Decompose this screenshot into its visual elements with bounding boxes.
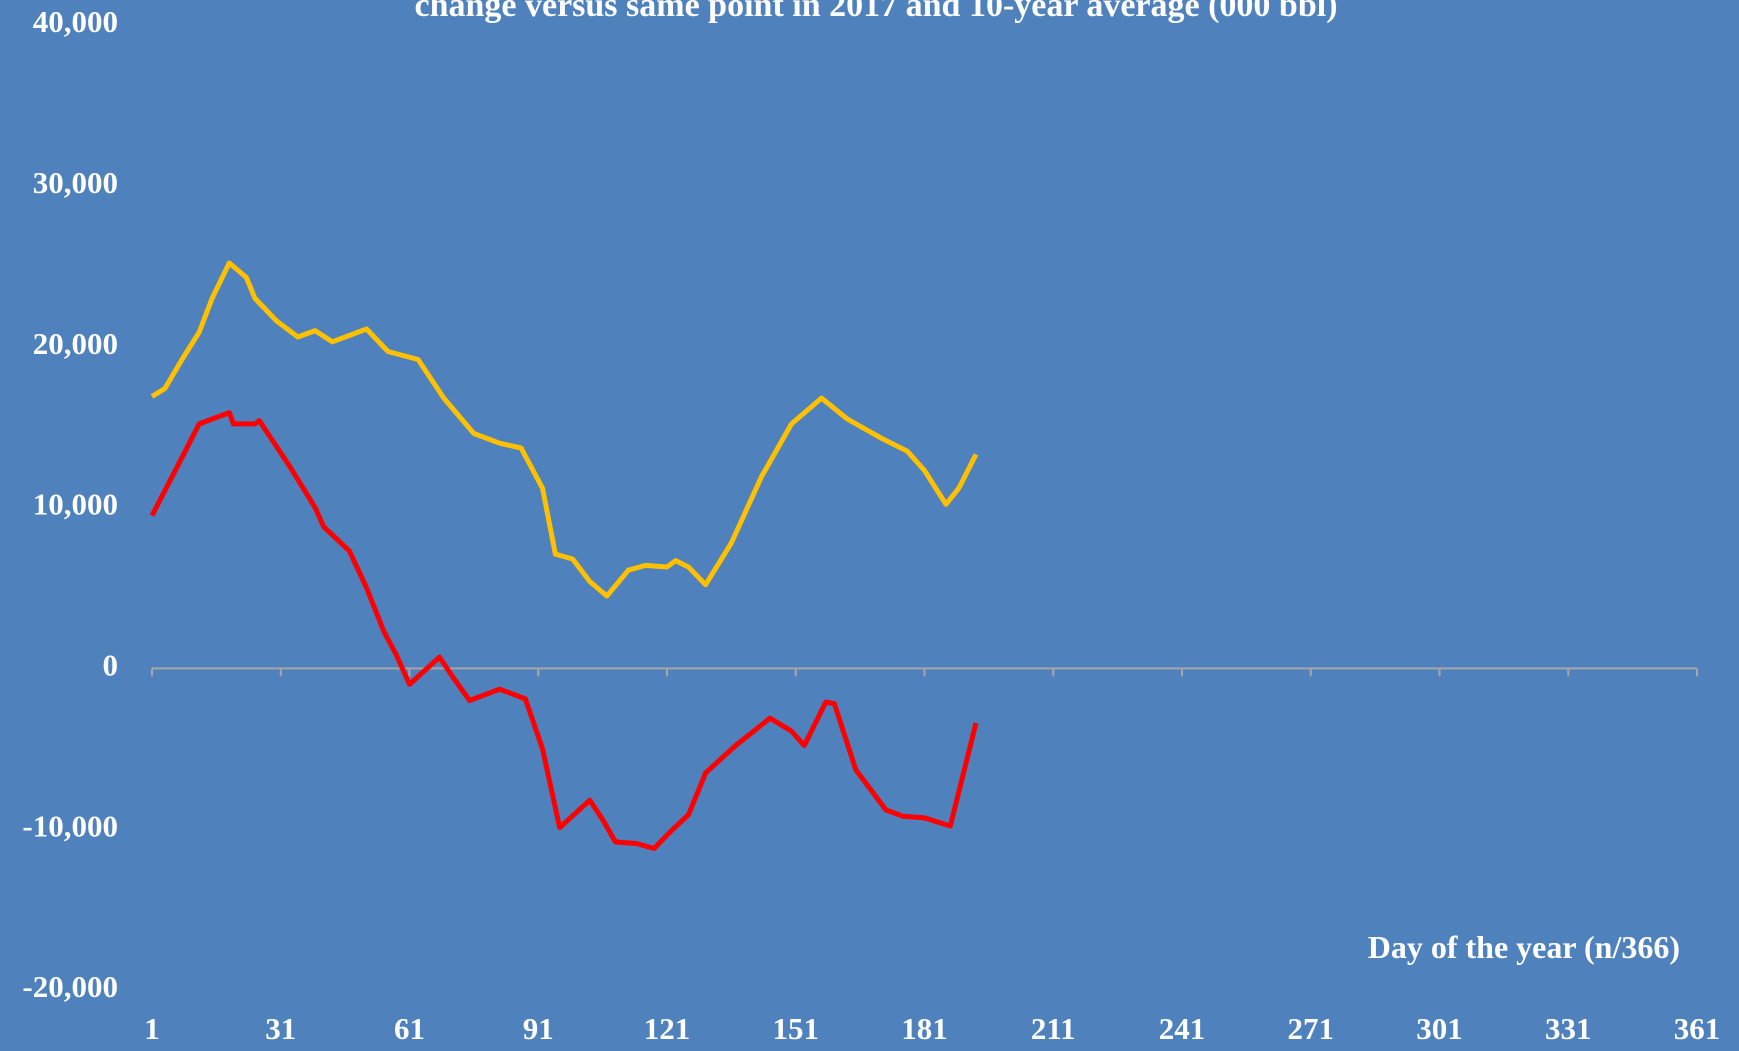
x-tick-label: 121 bbox=[644, 1011, 691, 1046]
x-tick-label: 181 bbox=[901, 1011, 948, 1046]
x-tick-label: 361 bbox=[1674, 1011, 1721, 1046]
y-tick-label: -20,000 bbox=[22, 969, 118, 1004]
x-tick-label: 61 bbox=[394, 1011, 425, 1046]
x-axis-label: Day of the year (n/366) bbox=[1368, 929, 1680, 965]
x-tick-label: 1 bbox=[144, 1011, 160, 1046]
x-tick-label: 31 bbox=[265, 1011, 296, 1046]
x-tick-label: 331 bbox=[1545, 1011, 1592, 1046]
y-tick-label: 10,000 bbox=[33, 487, 118, 522]
x-tick-label: 271 bbox=[1288, 1011, 1335, 1046]
y-tick-label: -10,000 bbox=[22, 808, 118, 843]
series-line bbox=[149, 410, 979, 851]
x-tick-label: 211 bbox=[1031, 1011, 1076, 1046]
x-tick-label: 301 bbox=[1416, 1011, 1463, 1046]
x-tick-label: 151 bbox=[773, 1011, 820, 1046]
y-tick-label: 20,000 bbox=[33, 326, 118, 361]
chart-title: change versus same point in 2017 and 10-… bbox=[414, 0, 1337, 24]
y-tick-label: 30,000 bbox=[33, 165, 118, 200]
x-tick-label: 241 bbox=[1159, 1011, 1206, 1046]
y-tick-label: 40,000 bbox=[33, 4, 118, 39]
series-line bbox=[150, 260, 979, 599]
y-tick-label: 0 bbox=[103, 647, 119, 682]
x-tick-label: 91 bbox=[523, 1011, 554, 1046]
